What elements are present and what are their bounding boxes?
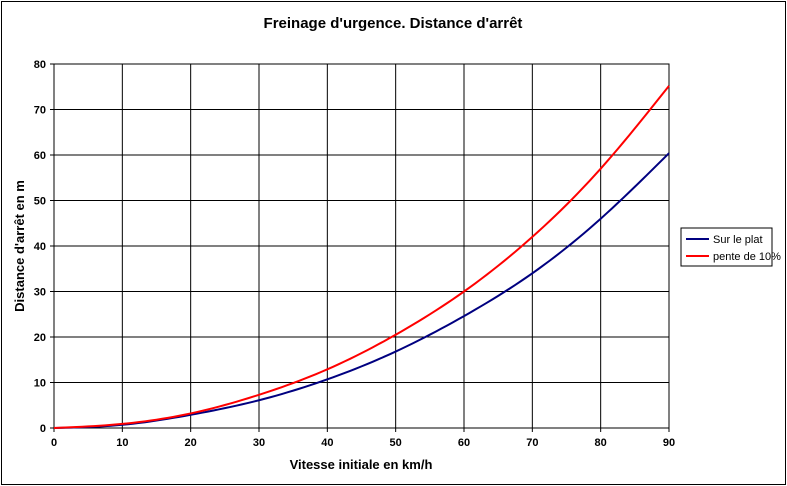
x-tick-label: 30	[253, 437, 265, 449]
series-line-1	[53, 85, 670, 429]
x-tick-label: 60	[458, 437, 470, 449]
legend: Sur le plat pente de 10%	[680, 227, 781, 267]
x-tick-labels: 0 10 20 30 40 50 60 70 80 90	[51, 428, 675, 449]
y-axis-label: Distance d'arrêt en m	[12, 180, 27, 312]
y-tick-label: 20	[34, 332, 46, 344]
x-tick-label: 20	[185, 437, 197, 449]
x-tick-label: 0	[51, 437, 57, 449]
y-tick-label: 50	[34, 196, 46, 208]
y-tick-label: 10	[34, 378, 46, 390]
legend-label-sur-le-plat: Sur le plat	[713, 234, 763, 246]
x-tick-label: 10	[116, 437, 128, 449]
x-axis-label: Vitesse initiale en km/h	[290, 457, 433, 472]
y-tick-label: 60	[34, 150, 46, 162]
grid-lines	[54, 64, 669, 428]
x-tick-label: 70	[526, 437, 538, 449]
y-tick-label: 30	[34, 287, 46, 299]
y-tick-label: 40	[34, 241, 46, 253]
x-tick-label: 50	[390, 437, 402, 449]
y-tick-labels: 0 10 20 30 40 50 60 70 80	[34, 59, 54, 435]
y-tick-label: 0	[40, 423, 46, 435]
x-tick-label: 80	[595, 437, 607, 449]
legend-label-pente-de-10: pente de 10%	[713, 251, 781, 263]
x-tick-label: 90	[663, 437, 675, 449]
series-lines	[53, 85, 670, 429]
y-tick-label: 80	[34, 59, 46, 71]
x-tick-label: 40	[321, 437, 333, 449]
y-tick-label: 70	[34, 105, 46, 117]
legend-box	[680, 227, 773, 267]
chart-title: Freinage d'urgence. Distance d'arrêt	[264, 15, 523, 32]
